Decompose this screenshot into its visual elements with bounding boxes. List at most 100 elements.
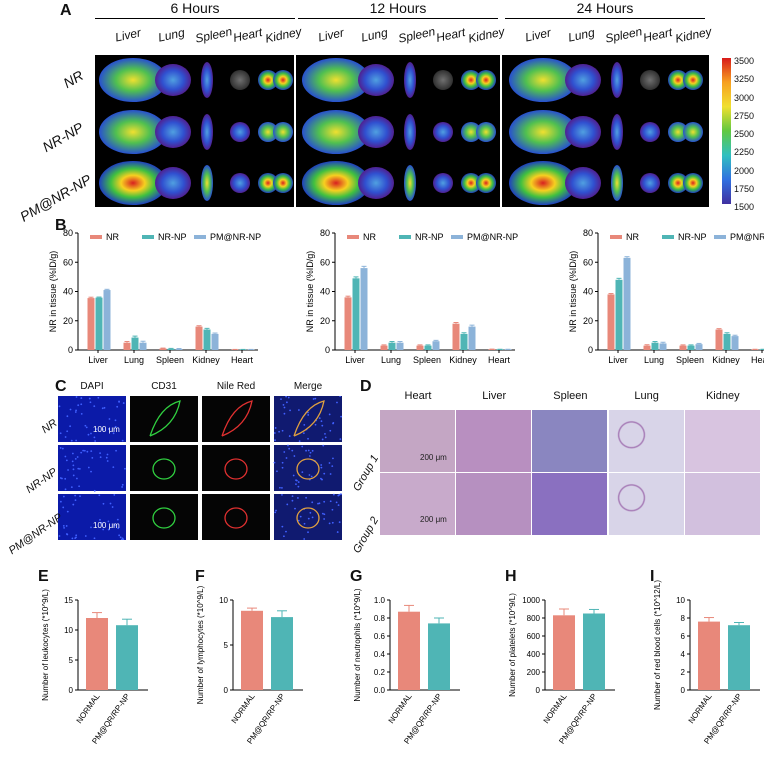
y-tick-label: 80 <box>320 228 330 238</box>
y-tick-label: 0 <box>325 345 330 355</box>
organ-blob <box>358 167 394 199</box>
nucleus-dot <box>124 468 126 470</box>
nucleus-dot <box>82 450 84 452</box>
stain-column-label: Nile Red <box>202 381 270 392</box>
histology-column-label: Lung <box>609 390 685 402</box>
histology-column-label: Heart <box>380 390 456 402</box>
nucleus-dot <box>102 407 104 409</box>
nucleus-dot <box>311 476 313 478</box>
organ-label-liver: Liver <box>317 25 345 44</box>
nucleus-dot <box>293 475 295 477</box>
x-tick-label: Spleen <box>156 355 184 365</box>
y-tick-label: 60 <box>320 257 330 267</box>
histology-cell <box>380 473 455 535</box>
staining-cell <box>130 494 198 540</box>
nucleus-dot <box>65 436 67 438</box>
organ-blob <box>201 165 213 201</box>
organ-label-heart: Heart <box>435 25 467 45</box>
staining-cell <box>202 396 270 442</box>
nucleus-dot <box>59 405 61 407</box>
nucleus-dot <box>72 504 74 506</box>
scale-bar-label: 200 μm <box>420 453 447 462</box>
nucleus-dot <box>312 516 314 518</box>
colorbar-tick: 2750 <box>734 111 754 121</box>
timepoint-24h: 24 Hours <box>505 0 705 16</box>
legend-swatch <box>194 235 206 239</box>
nucleus-dot <box>66 533 68 535</box>
bar <box>732 336 739 350</box>
histology-column-label: Kidney <box>685 390 761 402</box>
nucleus-dot <box>110 503 112 505</box>
histology-cell <box>532 473 607 535</box>
legend-label: NR <box>626 232 639 242</box>
nucleus-dot <box>295 483 297 485</box>
colorbar-tick: 3250 <box>734 74 754 84</box>
y-tick-label: 40 <box>63 287 73 297</box>
nucleus-dot <box>323 518 325 520</box>
organ-blob <box>565 167 601 199</box>
legend-swatch <box>399 235 411 239</box>
nucleus-dot <box>70 409 72 411</box>
bar <box>86 618 108 690</box>
nucleus-dot <box>80 397 82 399</box>
nucleus-dot <box>307 531 309 533</box>
nucleus-dot <box>340 416 342 418</box>
nucleus-dot <box>116 406 118 408</box>
bar <box>417 346 424 350</box>
nucleus-dot <box>282 467 284 469</box>
nucleus-dot <box>307 438 309 440</box>
organ-label-liver: Liver <box>524 25 552 44</box>
y-tick-label: 0 <box>224 686 229 695</box>
nucleus-dot <box>303 424 305 426</box>
bar <box>453 324 460 350</box>
nucleus-dot <box>63 496 65 498</box>
histology-cell <box>456 473 531 535</box>
organ-blob <box>640 122 660 142</box>
tissue-chart-2: 0 20 40 60 80 NR in tissue (%ID/g) Liver Lung Sp… <box>305 228 518 365</box>
bar <box>724 334 731 350</box>
nucleus-dot <box>332 457 334 459</box>
organ-blob <box>230 70 250 90</box>
nucleus-dot <box>67 511 69 513</box>
nucleus-dot <box>76 478 78 480</box>
nucleus-dot <box>278 431 280 433</box>
nucleus-dot <box>61 478 63 480</box>
y-tick-label: 5 <box>69 656 74 665</box>
organ-label-heart: Heart <box>642 25 674 45</box>
y-tick-label: 1.0 <box>374 596 386 605</box>
nucleus-dot <box>98 494 100 496</box>
y-tick-label: 80 <box>583 228 593 238</box>
bar <box>398 612 420 690</box>
organ-blob <box>358 64 394 96</box>
nucleus-dot <box>309 455 311 457</box>
nucleus-dot <box>64 478 66 480</box>
x-tick-label: Lung <box>124 355 144 365</box>
nucleus-dot <box>79 495 81 497</box>
nucleus-dot <box>323 501 325 503</box>
stain-row-label: NR <box>7 417 60 459</box>
bar <box>212 334 219 350</box>
nucleus-dot <box>79 468 81 470</box>
kidney-blob <box>683 122 703 142</box>
nucleus-dot <box>90 401 92 403</box>
nucleus-dot <box>73 475 75 477</box>
bar <box>88 298 95 350</box>
divider <box>95 18 295 19</box>
y-tick-label: 40 <box>320 287 330 297</box>
nucleus-dot <box>112 466 114 468</box>
y-tick-label: 10 <box>219 596 228 605</box>
bar <box>397 343 404 350</box>
nucleus-dot <box>66 415 68 417</box>
bar <box>271 617 293 690</box>
kidney-blob <box>273 173 293 193</box>
organ-blob <box>201 62 213 98</box>
organ-blob <box>433 70 453 90</box>
legend-label: NR <box>363 232 376 242</box>
nucleus-dot <box>338 504 340 506</box>
nucleus-dot <box>72 464 74 466</box>
nucleus-dot <box>93 437 95 439</box>
nucleus-dot <box>75 499 77 501</box>
nucleus-dot <box>112 506 114 508</box>
colorbar-tick: 2000 <box>734 166 754 176</box>
organ-blob <box>640 70 660 90</box>
